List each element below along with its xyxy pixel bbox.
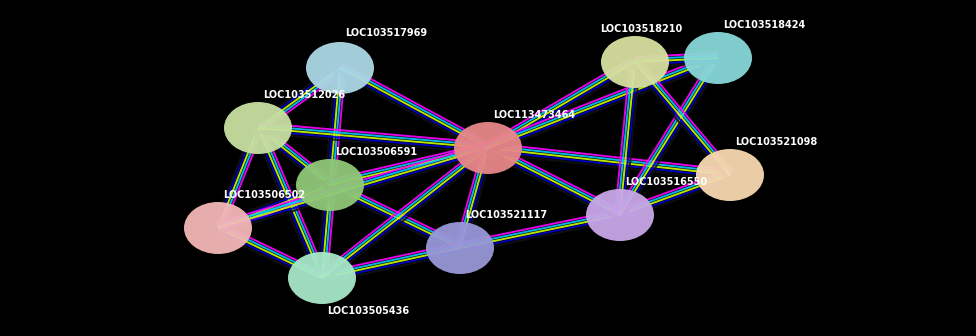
Text: LOC103521098: LOC103521098 [735, 137, 817, 147]
Ellipse shape [184, 202, 252, 254]
Text: LOC103516550: LOC103516550 [625, 177, 708, 187]
Ellipse shape [224, 102, 292, 154]
Text: LOC103506502: LOC103506502 [223, 190, 305, 200]
Text: LOC103517969: LOC103517969 [345, 28, 427, 38]
Text: LOC113473464: LOC113473464 [493, 110, 575, 120]
Ellipse shape [601, 36, 669, 88]
Ellipse shape [288, 252, 356, 304]
Ellipse shape [426, 222, 494, 274]
Text: LOC103518210: LOC103518210 [600, 24, 682, 34]
Text: LOC103518424: LOC103518424 [723, 20, 805, 30]
Text: LOC103505436: LOC103505436 [327, 306, 409, 316]
Ellipse shape [306, 42, 374, 94]
Ellipse shape [296, 159, 364, 211]
Ellipse shape [454, 122, 522, 174]
Ellipse shape [684, 32, 752, 84]
Ellipse shape [696, 149, 764, 201]
Ellipse shape [586, 189, 654, 241]
Text: LOC103506591: LOC103506591 [335, 147, 417, 157]
Text: LOC103512026: LOC103512026 [263, 90, 346, 100]
Text: LOC103521117: LOC103521117 [465, 210, 548, 220]
